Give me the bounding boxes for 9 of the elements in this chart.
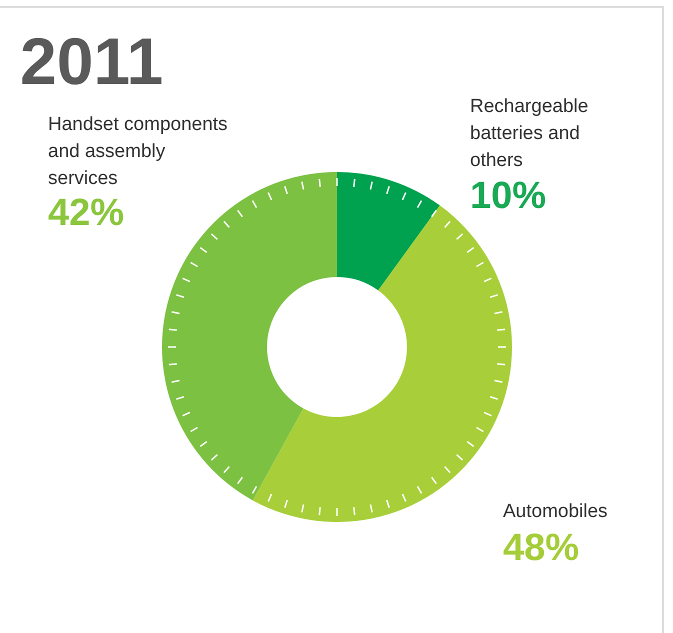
donut-slice: [337, 172, 440, 290]
slice-label: Rechargeable batteries and others: [470, 96, 588, 171]
chart-title: 2011: [20, 24, 164, 98]
slice-label: Handset components and assembly services: [48, 114, 228, 189]
donut-slice: [162, 172, 337, 500]
data-label: 10%: [470, 175, 546, 217]
data-label: 42%: [48, 192, 124, 234]
slice-label: Automobiles: [503, 501, 608, 522]
data-label: 48%: [503, 527, 580, 569]
